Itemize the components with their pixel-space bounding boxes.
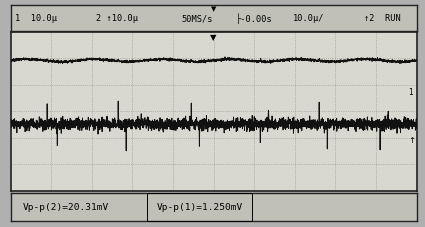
Text: ↑: ↑ [409, 136, 416, 145]
Text: ▼: ▼ [211, 6, 216, 12]
Text: ├-0.00s: ├-0.00s [236, 14, 272, 24]
Text: ↑2  RUN: ↑2 RUN [364, 14, 400, 23]
Text: 10.0μ/: 10.0μ/ [293, 14, 324, 23]
Text: 1: 1 [408, 88, 413, 97]
Text: Vp-p(1)=1.250mV: Vp-p(1)=1.250mV [157, 203, 243, 212]
Text: 2 ↑10.0μ: 2 ↑10.0μ [96, 14, 138, 23]
Text: 1  10.0μ: 1 10.0μ [15, 14, 57, 23]
Text: ▼: ▼ [210, 33, 217, 42]
Text: 50MS/s: 50MS/s [181, 14, 212, 23]
Text: Vp-p(2)=20.31mV: Vp-p(2)=20.31mV [23, 203, 109, 212]
